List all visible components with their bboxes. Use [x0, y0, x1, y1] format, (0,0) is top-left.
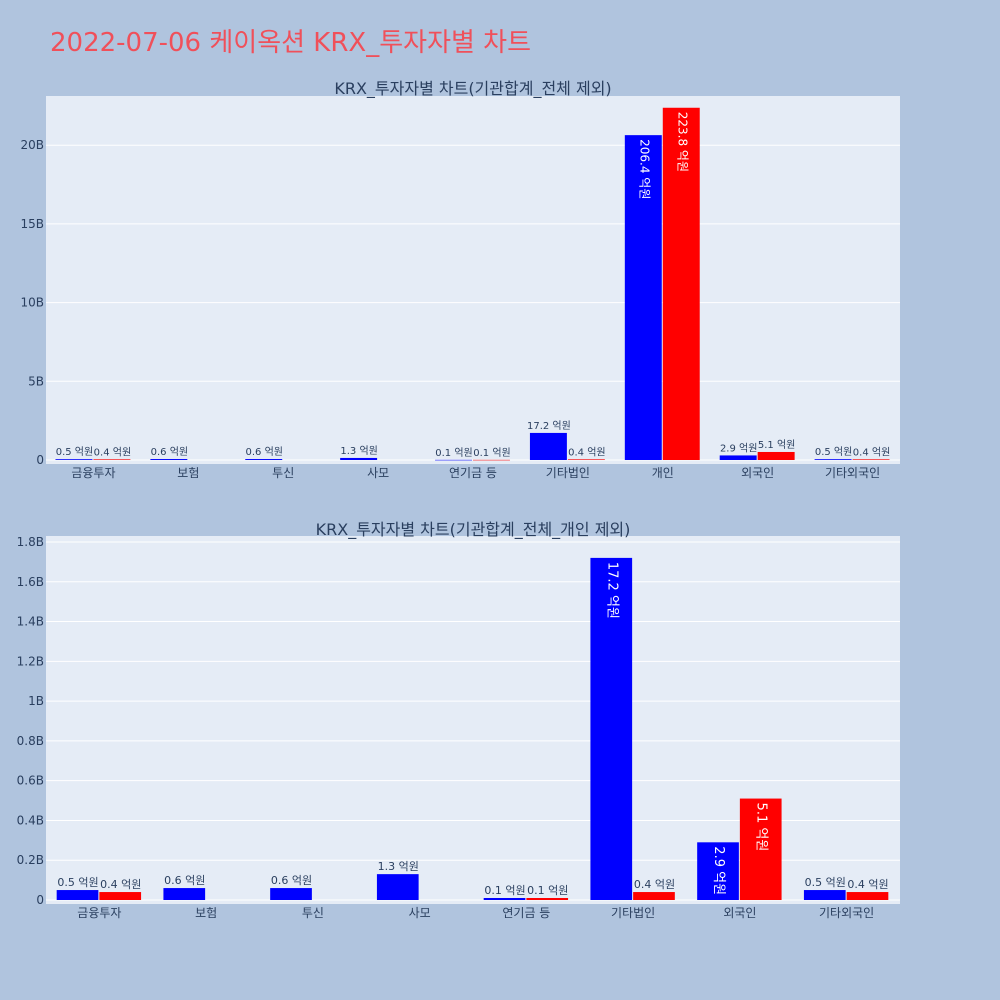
data-label: 0.4 억원 — [634, 878, 675, 891]
bar — [633, 892, 675, 900]
data-label: 206.4 억원 — [637, 139, 651, 199]
y-tick-label: 1B — [28, 694, 44, 708]
y-tick-label: 5B — [28, 374, 44, 388]
y-tick-label: 15B — [20, 217, 44, 231]
x-tick-label: 투신 — [302, 906, 324, 920]
bar — [56, 890, 99, 900]
x-tick-label: 개인 — [652, 466, 674, 480]
bar — [757, 451, 795, 460]
data-label: 0.1 억원 — [473, 447, 510, 459]
data-label: 0.6 억원 — [271, 874, 312, 887]
bar — [624, 135, 662, 460]
y-tick-label: 10B — [20, 296, 44, 310]
data-label: 17.2 억원 — [604, 562, 619, 619]
data-label: 0.4 억원 — [847, 878, 888, 891]
bar — [483, 898, 526, 900]
data-label: 0.4 억원 — [100, 878, 141, 891]
bar — [739, 798, 782, 900]
x-tick-label: 투신 — [272, 466, 294, 480]
data-label: 0.4 억원 — [853, 446, 890, 458]
data-label: 0.6 억원 — [246, 446, 283, 458]
chart-top: 0 5B 10B 15B 20B KRX_투자자별 차트(기관합계_전체 제외) 0.5 억… — [20, 79, 900, 480]
y-tick-label: 0.6B — [17, 774, 44, 788]
y-tick-label: 0.8B — [17, 734, 44, 748]
bar — [526, 898, 569, 900]
chart-subtitle: KRX_투자자별 차트(기관합계_전체_개인 제외) — [316, 520, 631, 540]
data-label: 0.5 억원 — [815, 446, 852, 458]
x-tick-label: 사모 — [409, 906, 431, 920]
y-tick-label: 1.8B — [17, 535, 44, 549]
bar — [697, 842, 739, 900]
data-label: 5.1 억원 — [754, 803, 769, 852]
chart-subtitle: KRX_투자자별 차트(기관합계_전체 제외) — [334, 79, 611, 99]
page-title: 2022-07-06 케이옥션 KRX_투자자별 차트 — [50, 28, 532, 58]
y-tick-label: 0.4B — [17, 813, 44, 827]
data-label: 17.2 억원 — [527, 420, 571, 432]
bar — [529, 432, 567, 460]
x-tick-label: 기타외국인 — [819, 906, 874, 920]
y-tick-label: 0 — [36, 453, 44, 467]
bar — [846, 892, 889, 900]
x-tick-label: 외국인 — [741, 466, 774, 480]
x-tick-label: 외국인 — [723, 906, 756, 920]
bar — [340, 457, 378, 460]
x-tick-label: 보험 — [195, 906, 217, 920]
y-tick-label: 0.2B — [17, 853, 44, 867]
bar — [719, 455, 757, 460]
data-label: 0.1 억원 — [435, 447, 472, 459]
data-label: 1.3 억원 — [378, 860, 419, 873]
bar — [567, 459, 605, 460]
data-label: 0.6 억원 — [164, 874, 205, 887]
x-tick-label: 기타법인 — [546, 466, 590, 480]
x-tick-label: 기타외국인 — [825, 466, 880, 480]
plot-area — [46, 96, 900, 464]
x-tick-label: 연기금 등 — [449, 466, 497, 480]
x-tick-label: 금융투자 — [71, 466, 115, 480]
data-label: 5.1 억원 — [758, 439, 795, 451]
bar — [473, 459, 510, 461]
data-label: 2.9 억원 — [711, 846, 726, 895]
data-label: 0.5 억원 — [56, 446, 93, 458]
data-label: 0.5 억원 — [805, 876, 846, 889]
y-tick-label: 1.4B — [17, 615, 44, 629]
bar — [55, 459, 93, 460]
x-tick-label: 보험 — [177, 466, 199, 480]
y-tick-label: 0 — [36, 893, 44, 907]
y-tick-label: 1.2B — [17, 654, 44, 668]
data-label: 0.6 억원 — [151, 446, 188, 458]
y-tick-label: 1.6B — [17, 575, 44, 589]
chart-bottom: 0 0.2B 0.4B 0.6B 0.8B 1B 1.2B 1.4B 1.6B 1.8B KRX_투… — [17, 520, 900, 920]
x-tick-label: 연기금 등 — [502, 906, 550, 920]
data-label: 223.8 억원 — [675, 112, 689, 172]
bar — [435, 459, 472, 461]
bar — [163, 888, 206, 900]
data-label: 0.4 억원 — [568, 446, 605, 458]
data-label: 0.4 억원 — [94, 446, 131, 458]
bar — [814, 459, 852, 460]
bar — [590, 557, 633, 900]
bar — [150, 459, 188, 460]
data-label: 2.9 억원 — [720, 442, 757, 454]
bar — [270, 888, 312, 900]
data-label: 0.5 억원 — [57, 876, 98, 889]
data-label: 0.1 억원 — [484, 884, 525, 897]
bar — [93, 459, 131, 460]
bar — [662, 107, 700, 460]
data-label: 0.1 억원 — [527, 884, 568, 897]
bar — [245, 459, 283, 460]
bar — [99, 892, 142, 900]
x-tick-label: 금융투자 — [77, 906, 121, 920]
bar — [852, 459, 890, 460]
x-tick-label: 기타법인 — [611, 906, 655, 920]
bar — [376, 874, 419, 900]
bar — [803, 890, 846, 900]
data-label: 1.3 억원 — [340, 445, 377, 457]
x-tick-label: 사모 — [367, 466, 389, 480]
y-tick-label: 20B — [20, 138, 44, 152]
